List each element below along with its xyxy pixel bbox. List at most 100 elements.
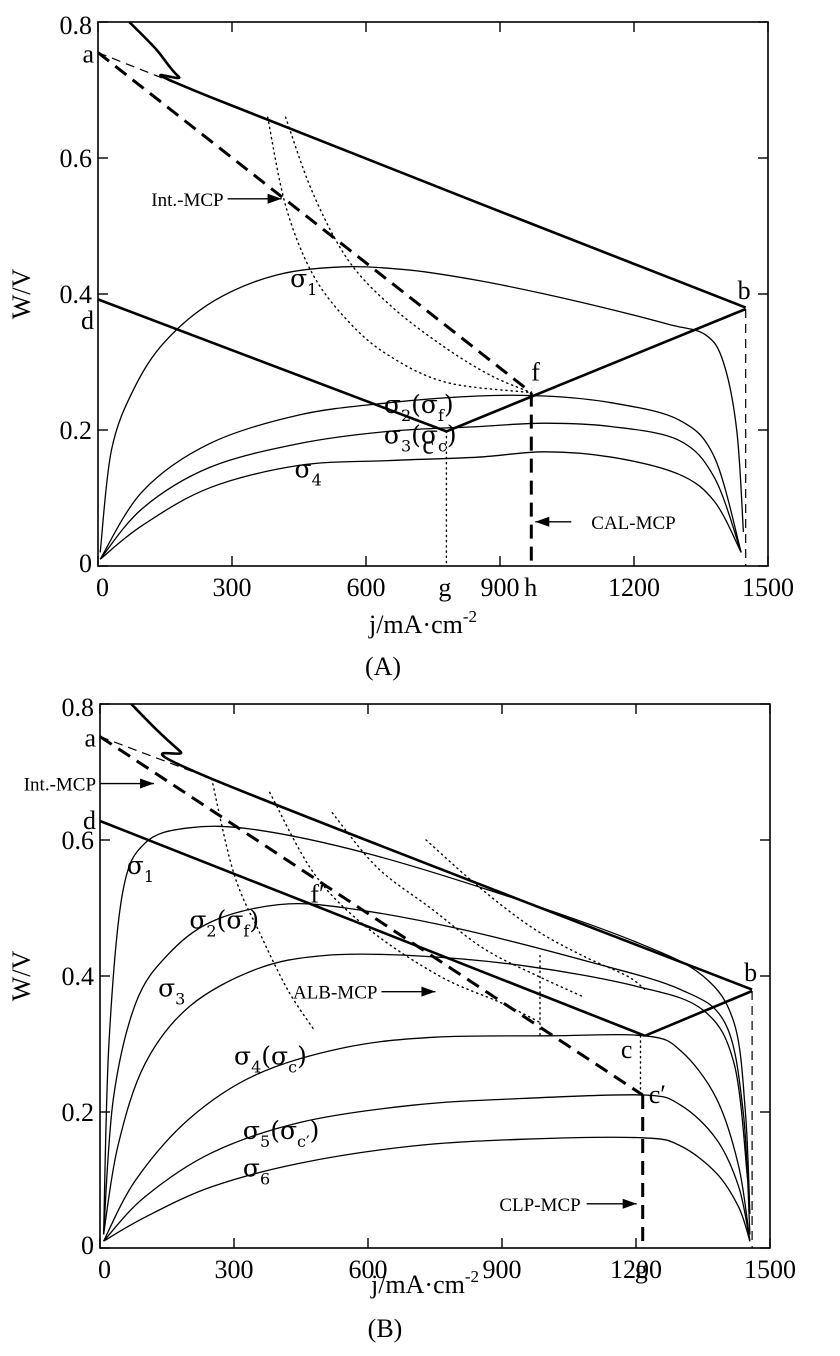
series-int-mcp-line — [97, 51, 533, 394]
sigma-symbol: σ — [158, 973, 175, 1002]
series-dotted-a — [267, 116, 532, 394]
sigma-sub: 5 — [260, 1132, 270, 1151]
sigma-paren-sub: c′ — [297, 1132, 310, 1151]
point-label-b: b — [744, 958, 757, 987]
series-upper-env — [130, 703, 753, 991]
y-tick-label: 0.8 — [60, 11, 93, 40]
panel-caption: (A) — [365, 652, 401, 681]
y-tick-label: 0.8 — [62, 693, 95, 722]
y-tick-label: 0.6 — [62, 826, 95, 855]
y-axis-label: W/V — [7, 269, 36, 320]
panel-caption: (B) — [368, 1314, 403, 1343]
callout-arrowhead-int-mcp — [140, 778, 155, 789]
plot-frame — [99, 703, 771, 1249]
point-label-f2: f′ — [310, 880, 324, 909]
y-tick-label: 0.2 — [62, 1098, 95, 1127]
sigma-symbol: σ — [290, 264, 307, 293]
point-label-c2: c′ — [649, 1080, 666, 1109]
paren-close: ) — [444, 390, 454, 419]
sigma-label-s2: σ2(σf) — [189, 905, 259, 940]
point-label-b: b — [738, 276, 751, 305]
sigma-symbol: σ — [127, 851, 144, 880]
sigma-sub: 4 — [251, 1057, 261, 1076]
callout-clp-mcp: CLP-MCP — [499, 1195, 580, 1216]
sigma-label-s4: σ4(σc) — [234, 1041, 307, 1076]
y-axis-label: W/V — [7, 951, 36, 1002]
callout-arrowhead-alb-mcp — [421, 986, 436, 997]
sigma-label-s3: σ3 — [158, 973, 185, 1008]
paren-close: ) — [249, 905, 259, 934]
sigma-label-s2: σ2(σf) — [384, 390, 454, 425]
paren-close: ) — [447, 421, 457, 450]
x-tick-label: 600 — [347, 573, 386, 602]
paren-open: (σ — [411, 421, 438, 450]
sigma-symbol: σ — [234, 1041, 251, 1070]
series-sigma3-curve — [99, 422, 742, 560]
series-left-line-d-c — [97, 298, 447, 433]
sigma-symbol: σ — [384, 390, 401, 419]
y-tick-label: 0.6 — [60, 144, 93, 173]
x-tick-label: 1500 — [744, 1255, 796, 1284]
paren-close: ) — [297, 1041, 307, 1070]
y-tick-label: 0.4 — [60, 280, 93, 309]
sigma-label-s3: σ3(σc) — [384, 421, 457, 456]
y-tick-label: 0 — [81, 1231, 94, 1260]
series-dot-1 — [211, 778, 316, 1032]
y-tick-label: 0.4 — [62, 962, 95, 991]
point-label-a: a — [82, 40, 94, 69]
x-axis-label-sup: -2 — [463, 607, 477, 626]
series-sigma4-curve — [103, 1034, 751, 1242]
paren-open: (σ — [217, 905, 244, 934]
series-sigma5-curve — [103, 1094, 751, 1242]
x-tick-label: 1500 — [742, 573, 794, 602]
sigma-sub: 1 — [144, 867, 154, 886]
y-tick-label: 0 — [79, 549, 92, 578]
x-axis-label-main: j/mA·cm — [370, 1270, 465, 1299]
point-label-d: d — [83, 806, 96, 835]
sigma-label-s1: σ1 — [290, 264, 317, 299]
series-dash-a — [97, 52, 210, 98]
y-tick-label: 0.2 — [60, 416, 93, 445]
paren-open: (σ — [261, 1041, 288, 1070]
sigma-label-s1: σ1 — [127, 851, 154, 886]
series-upper-env — [128, 21, 747, 309]
sigma-symbol: σ — [243, 1116, 260, 1145]
sigma-paren-sub: c — [288, 1057, 297, 1076]
sigma-sub: 2 — [206, 921, 216, 940]
sigma-label-s5: σ5(σc′) — [243, 1116, 319, 1151]
sigma-sub: 4 — [312, 471, 322, 490]
x-axis-label: j/mA·cm-2 — [370, 1267, 479, 1299]
sigma-sub: 6 — [260, 1170, 270, 1189]
callout-alb-mcp: ALB-MCP — [293, 983, 377, 1004]
panel-a: 0 300 600 900 1200 1500 0 0.2 0.4 0.6 0.8 j/mA·cm-2… — [7, 11, 794, 681]
point-label-c: c — [422, 430, 434, 459]
plot-frame — [97, 21, 769, 567]
sigma-symbol: σ — [243, 1154, 260, 1183]
x-tick-label: 900 — [481, 573, 520, 602]
x-axis-label-sup: -2 — [465, 1267, 479, 1286]
x-tick-label: 300 — [213, 573, 252, 602]
point-label-a: a — [84, 724, 96, 753]
x-axis-label-main: j/mA·cm — [368, 610, 463, 639]
sigma-paren-sub: f — [438, 406, 445, 425]
series-sigma1-curve — [102, 825, 751, 1235]
paren-close: ) — [310, 1116, 320, 1145]
sigma-symbol: σ — [384, 421, 401, 450]
point-label-g: g — [438, 573, 451, 602]
x-tick-label: 900 — [483, 1255, 522, 1284]
series-line-d-c — [99, 819, 646, 1038]
sigma-paren-sub: c — [438, 437, 447, 456]
x-tick-label: 1200 — [608, 573, 660, 602]
callout-cal-mcp: CAL-MCP — [591, 513, 675, 534]
callout-arrowhead-int-mcp — [267, 193, 282, 204]
sigma-sub: 2 — [401, 406, 411, 425]
series-dot-4 — [425, 839, 646, 991]
paren-open: (σ — [270, 1116, 297, 1145]
series-right-line-c-b — [445, 307, 747, 433]
series-sigma2-curve — [102, 902, 751, 1235]
point-label-h: h — [524, 573, 537, 602]
x-tick-label: 0 — [96, 573, 109, 602]
sigma-sub: 3 — [175, 989, 185, 1008]
callout-int-mcp: Int.-MCP — [151, 190, 223, 211]
panel-b: 0 300 600 900 1200 1500 0 0.2 0.4 0.6 0.8 j/mA·cm-2… — [7, 693, 796, 1343]
